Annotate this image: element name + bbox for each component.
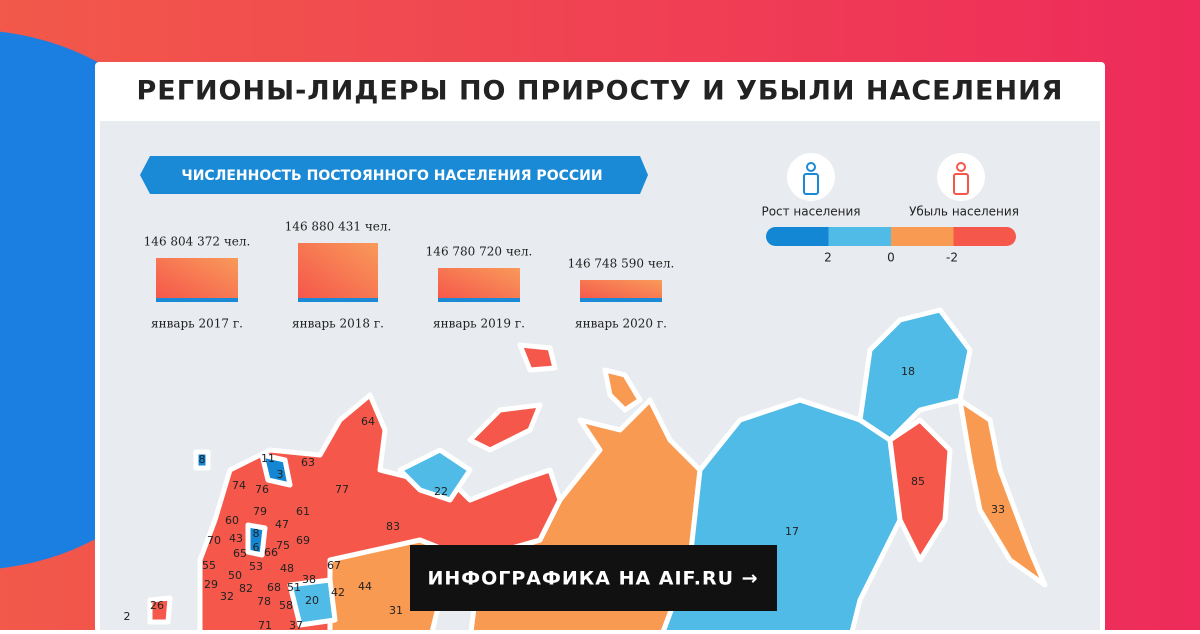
population-bar — [580, 280, 662, 302]
region-label: 61 — [296, 505, 310, 518]
population-base — [156, 298, 238, 302]
region-label: 32 — [220, 590, 234, 603]
region-label: 20 — [305, 594, 319, 607]
region-20 — [287, 577, 338, 628]
region-label: 68 — [267, 581, 281, 594]
population-period: январь 2017 г. — [151, 317, 243, 331]
region-label: 37 — [289, 619, 303, 630]
region-label: 53 — [249, 560, 263, 573]
region-label: 55 — [202, 559, 216, 572]
scale-label: 0 — [887, 251, 895, 265]
region-label: 33 — [991, 503, 1005, 516]
region-island — [517, 342, 558, 373]
population-base — [298, 298, 378, 302]
population-base — [438, 298, 520, 302]
region-spb — [259, 452, 293, 488]
banner-text: ЧИСЛЕННОСТЬ ПОСТОЯННОГО НАСЕЛЕНИЯ РОССИИ — [181, 168, 602, 184]
population-base — [580, 298, 662, 302]
region-26 — [147, 595, 173, 625]
region-label: 74 — [232, 479, 246, 492]
population-label: 146 780 720 чел. — [426, 245, 533, 259]
population-period: январь 2020 г. — [575, 317, 667, 331]
scale-label: 2 — [824, 251, 832, 265]
region-island — [467, 402, 543, 453]
region-label: 65 — [233, 547, 247, 560]
population-bar — [438, 268, 520, 302]
growth-icon — [787, 153, 835, 201]
region-label: 83 — [386, 520, 400, 533]
title: РЕГИОНЫ-ЛИДЕРЫ ПО ПРИРОСТУ И УБЫЛИ НАСЕЛ… — [137, 76, 1064, 107]
population-period: январь 2019 г. — [433, 317, 525, 331]
region-label: 67 — [327, 559, 341, 572]
growth-icon — [806, 162, 816, 172]
region-label: 51 — [287, 581, 301, 594]
region-label: 76 — [255, 483, 269, 496]
region-label: 82 — [239, 582, 253, 595]
region-moscow — [245, 522, 268, 558]
region-label: 38 — [302, 573, 316, 586]
region-label: 26 — [150, 599, 164, 612]
cta[interactable]: ИНФОГРАФИКА НА AIF.RU → — [410, 545, 777, 611]
region-label: 77 — [335, 483, 349, 496]
region-label: 42 — [331, 586, 345, 599]
banner — [140, 156, 648, 194]
population-bar — [298, 243, 378, 302]
legend-decline: Убыль населения — [909, 205, 1019, 219]
region-island — [602, 367, 643, 413]
decline-icon — [956, 162, 966, 172]
region-label: 8 — [199, 453, 206, 466]
population-period: январь 2018 г. — [292, 317, 384, 331]
region-label: 6 — [253, 541, 260, 554]
region-label: 3 — [277, 468, 284, 481]
region-label: 69 — [296, 534, 310, 547]
region-22 — [397, 447, 473, 503]
region-label: 60 — [225, 514, 239, 527]
region-label: 50 — [228, 569, 242, 582]
population-label: 146 804 372 чел. — [144, 235, 251, 249]
region-label: 11 — [261, 452, 275, 465]
region-label: 17 — [785, 525, 799, 538]
region-label: 75 — [276, 539, 290, 552]
region-label: 43 — [229, 532, 243, 545]
region-label: 66 — [264, 546, 278, 559]
region-label: 71 — [258, 619, 272, 630]
region-85 — [887, 417, 953, 563]
decline-icon — [937, 153, 985, 201]
population-bar — [156, 258, 238, 302]
scale-label: -2 — [946, 251, 958, 265]
region-label: 44 — [358, 580, 372, 593]
region-island — [193, 449, 211, 471]
legend-growth: Рост населения — [761, 205, 860, 219]
region-33 — [957, 397, 1048, 588]
region-chukotka — [857, 307, 973, 443]
map — [147, 307, 1048, 634]
region-label: 29 — [204, 578, 218, 591]
region-label: 78 — [257, 595, 271, 608]
region-label: 48 — [280, 562, 294, 575]
region-label: 18 — [901, 365, 915, 378]
region-labels: 64 113 63 74 76 77 22 83 79 61 60 47 18 85 33 17 70 43 8 69… — [124, 365, 1006, 632]
region-label: 8 — [253, 527, 260, 540]
region-label: 31 — [389, 604, 403, 617]
region-label: 64 — [361, 415, 375, 428]
decline-icon — [953, 173, 969, 195]
region-label: 63 — [301, 456, 315, 469]
region-label: 85 — [911, 475, 925, 488]
region-label: 47 — [275, 518, 289, 531]
cta-button[interactable] — [410, 545, 777, 611]
population-label: 146 880 431 чел. — [285, 220, 392, 234]
region-label: 2 — [124, 610, 131, 623]
region-label: 70 — [207, 534, 221, 547]
region-label: 79 — [253, 505, 267, 518]
cta-text[interactable]: ИНФОГРАФИКА НА AIF.RU → — [427, 568, 758, 590]
region-label: 58 — [279, 599, 293, 612]
population-label: 146 748 590 чел. — [568, 257, 675, 271]
legend-scale — [766, 227, 1016, 246]
region-label: 22 — [434, 485, 448, 498]
growth-icon — [803, 173, 819, 195]
